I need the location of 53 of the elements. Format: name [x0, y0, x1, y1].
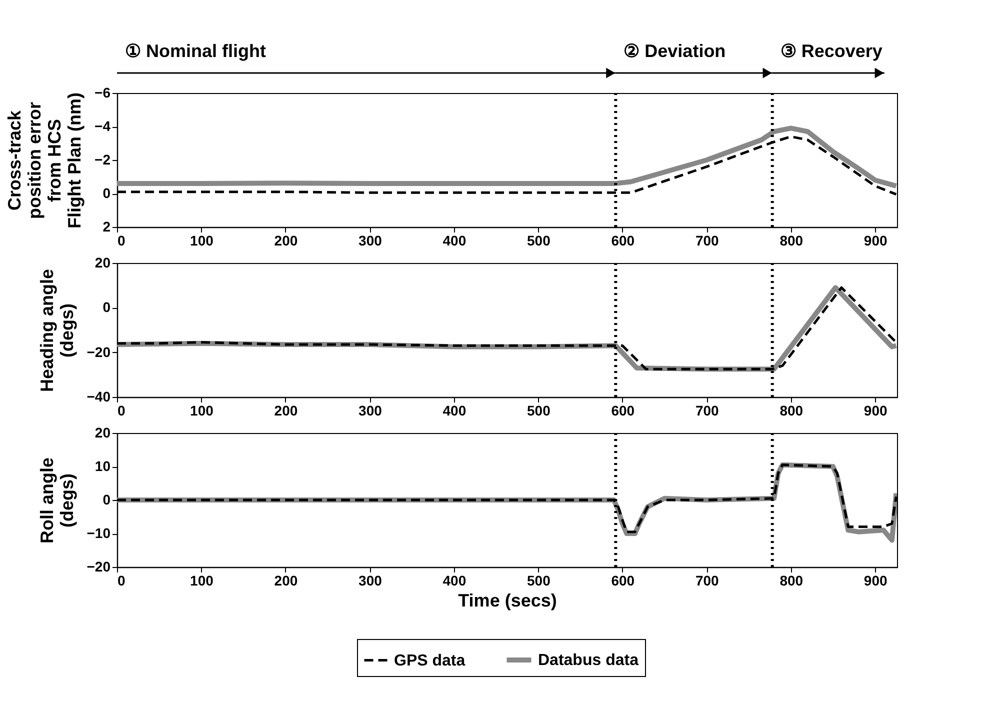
y-tick-label: 20	[94, 254, 111, 270]
x-tick-label: 600	[611, 402, 635, 418]
x-tick-label: 800	[780, 572, 804, 588]
y-tick-label: 0	[102, 185, 111, 201]
x-tick-label: 700	[695, 232, 720, 248]
x-tick-label: 500	[526, 402, 551, 418]
x-tick-label: 400	[442, 402, 466, 418]
x-tick-label: 900	[864, 572, 888, 588]
x-axis-title: Time (secs)	[458, 590, 557, 610]
x-tick-label: 100	[190, 572, 214, 588]
x-tick-label: 800	[780, 402, 804, 418]
x-tick-label: 0	[118, 232, 126, 248]
x-tick-label: 0	[118, 572, 126, 588]
x-tick-label: 500	[526, 572, 551, 588]
y-tick-label: 0	[102, 299, 111, 316]
x-tick-label: 200	[274, 402, 298, 418]
y-tick-label: −40	[86, 388, 111, 404]
x-tick-label: 300	[358, 232, 382, 248]
x-tick-label: 400	[442, 232, 466, 248]
y-tick-label: 0	[102, 492, 111, 508]
y-tick-label: 2	[102, 218, 111, 234]
x-tick-label: 500	[526, 232, 551, 248]
x-tick-label: 600	[611, 232, 635, 248]
y-tick-label: −2	[94, 152, 111, 168]
x-tick-label: 800	[780, 232, 804, 248]
x-tick-label: 700	[695, 402, 720, 418]
y-tick-label: 10	[94, 458, 111, 474]
x-tick-label: 100	[190, 232, 214, 248]
legend-label: GPS data	[394, 652, 466, 670]
text: ① Nominal flight	[125, 41, 266, 61]
y-tick-label: −10	[86, 525, 111, 541]
x-tick-label: 300	[358, 402, 382, 418]
x-tick-label: 200	[274, 572, 298, 588]
y-axis-title: Cross-track position error from HCS Flight Plan (nm)	[4, 92, 85, 228]
y-tick-label: 20	[94, 424, 111, 440]
x-tick-label: 900	[864, 232, 888, 248]
x-tick-label: 0	[118, 402, 126, 418]
text: ② Deviation	[624, 41, 726, 61]
y-tick-label: −4	[94, 118, 111, 134]
y-tick-label: −20	[86, 344, 111, 360]
x-tick-label: 900	[864, 402, 888, 418]
x-tick-label: 100	[190, 402, 214, 418]
y-axis-title: Roll angle (degs)	[36, 457, 77, 544]
x-tick-label: 200	[274, 232, 298, 248]
y-tick-label: −6	[94, 84, 111, 100]
text: ③ Recovery	[780, 41, 882, 61]
x-tick-label: 300	[358, 572, 382, 588]
y-axis-title: Heading angle (degs)	[36, 268, 77, 392]
x-tick-label: 700	[695, 572, 720, 588]
x-tick-label: 400	[442, 572, 466, 588]
y-tick-label: −20	[86, 558, 111, 574]
x-tick-label: 600	[611, 572, 635, 588]
legend-label: Databus data	[538, 652, 639, 669]
